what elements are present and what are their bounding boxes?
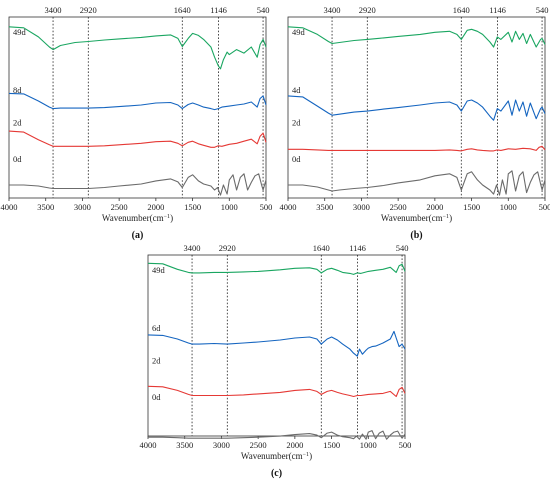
reference-label: 1146 (489, 5, 506, 15)
x-tick-label: 1500 (463, 202, 480, 212)
series-line-0d (148, 430, 406, 440)
series-label: 2d (292, 118, 301, 128)
series-label: 0d (13, 154, 22, 164)
x-tick-label: 2500 (250, 440, 267, 450)
reference-label: 540 (396, 243, 409, 253)
series-label: 49d (292, 27, 306, 37)
x-tick-label: 3500 (37, 202, 54, 212)
x-tick-label: 500 (260, 202, 273, 212)
series-line-6d (147, 330, 406, 357)
x-tick-label: 4000 (280, 202, 297, 212)
plot-frame (287, 16, 546, 199)
panel-label: (b) (410, 230, 422, 241)
x-tick-label: 4000 (140, 440, 157, 450)
reference-label: 1640 (174, 5, 191, 15)
x-tick-label: 1000 (360, 440, 377, 450)
x-tick-label: 3500 (176, 440, 193, 450)
panel-label: (c) (271, 468, 282, 479)
x-tick-label: 2000 (426, 202, 443, 212)
series-label: 0d (152, 392, 161, 402)
series-line-2d (147, 385, 406, 398)
reference-label: 540 (257, 5, 270, 15)
reference-label: 3400 (45, 5, 62, 15)
reference-label: 540 (536, 5, 549, 15)
series-line-4d (287, 95, 546, 121)
series-line-2d (288, 145, 546, 152)
reference-label: 1640 (313, 243, 330, 253)
reference-label: 3400 (324, 5, 341, 15)
series-line-2d (8, 130, 267, 148)
x-tick-label: 2500 (111, 202, 128, 212)
x-tick-label: 4000 (1, 202, 18, 212)
series-line-8d (8, 92, 267, 111)
series-line-49d (147, 262, 406, 275)
series-label: 2d (152, 356, 161, 366)
series-label: 6d (152, 323, 161, 333)
x-tick-label: 3500 (316, 202, 333, 212)
x-tick-label: 500 (399, 440, 412, 450)
x-tick-label: 2000 (286, 440, 303, 450)
series-label: 8d (13, 85, 22, 95)
x-tick-label: 3000 (213, 440, 230, 450)
series-line-49d (287, 26, 546, 48)
plot-frame (147, 254, 406, 437)
x-tick-label: 3000 (353, 202, 370, 212)
x-tick-label: 2500 (390, 202, 407, 212)
reference-label: 1640 (453, 5, 470, 15)
reference-label: 1146 (349, 243, 366, 253)
reference-label: 2920 (219, 243, 236, 253)
x-tick-label: 1500 (184, 202, 201, 212)
x-tick-label: 1500 (323, 440, 340, 450)
panel-a: 4000 3500 3000 2500 2000 1500 1000 500 Wavenumbe… (1, 5, 273, 241)
plot-frame (8, 16, 267, 199)
x-axis-label: Wavenumber(cm−1) (381, 213, 452, 223)
reference-label: 2920 (359, 5, 376, 15)
series-line-49d (8, 26, 267, 70)
panel-c: 4000 3500 3000 2500 2000 1500 1000 500 Wavenumbe… (140, 243, 412, 479)
reference-label: 3400 (184, 243, 201, 253)
x-axis-label: Wavenumber(cm−1) (102, 213, 173, 223)
series-label: 2d (13, 118, 22, 128)
series-label: 49d (13, 27, 27, 37)
series-label: 49d (152, 265, 166, 275)
x-tick-label: 3000 (74, 202, 91, 212)
series-line-0d (9, 173, 267, 196)
reference-label: 1146 (210, 5, 227, 15)
panel-label: (a) (132, 230, 144, 241)
x-tick-label: 1000 (500, 202, 517, 212)
x-tick-label: 2000 (147, 202, 164, 212)
reference-label: 2920 (80, 5, 97, 15)
panel-b: 4000 3500 3000 2500 2000 1500 1000 500 Wavenumbe… (280, 5, 550, 241)
x-tick-label: 500 (539, 202, 550, 212)
x-axis-label: Wavenumber(cm−1) (241, 451, 312, 461)
x-tick-label: 1000 (221, 202, 238, 212)
series-label: 4d (292, 85, 301, 95)
series-line-0d (288, 170, 546, 196)
series-label: 0d (292, 154, 301, 164)
